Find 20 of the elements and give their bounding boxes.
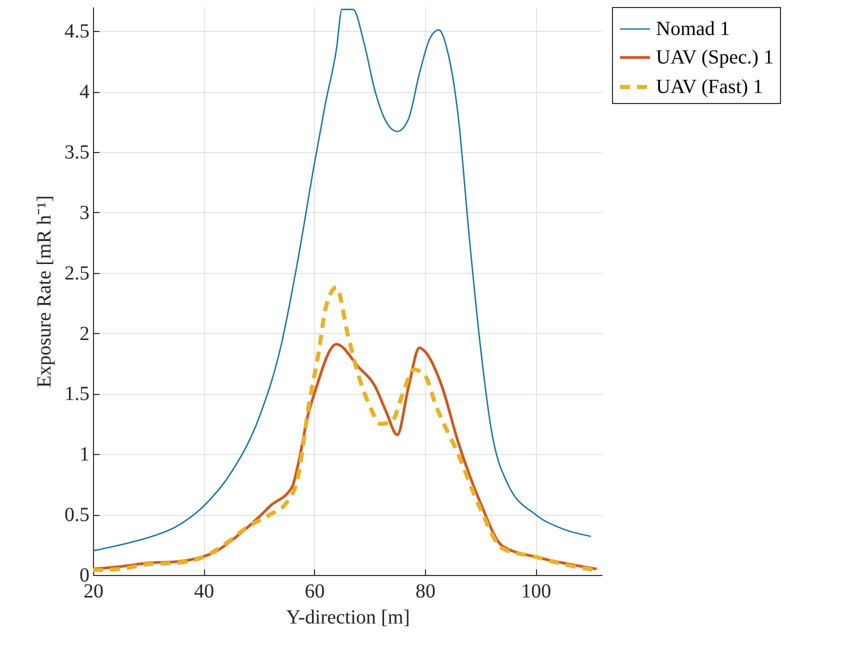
x-axis-title: Y-direction [m] [286,606,410,628]
y-tick-label: 0.5 [64,504,90,526]
x-tick-label: 20 [84,580,104,602]
y-tick-label: 3.5 [64,142,90,164]
x-tick-label: 100 [521,580,552,602]
y-tick-label: 2 [80,322,90,345]
y-tick-label: 4 [80,81,90,104]
legend-label: Nomad 1 [656,18,730,40]
x-tick-label: 80 [415,580,436,602]
x-tick-label: 60 [304,580,325,602]
legend-label: UAV (Spec.) 1 [656,46,774,68]
x-tick-label: 40 [194,580,214,602]
y-tick-label: 4.5 [64,20,90,43]
y-tick-label: 1.5 [64,383,90,406]
line-series [93,8,592,552]
y-axis-title: Exposure Rate [mR h⁻¹] [34,195,56,388]
y-tick-label: 2.5 [64,262,90,284]
y-tick-label: 3 [80,202,90,224]
y-tick-label: 1 [80,444,90,466]
legend-label: UAV (Fast) 1 [656,76,764,98]
